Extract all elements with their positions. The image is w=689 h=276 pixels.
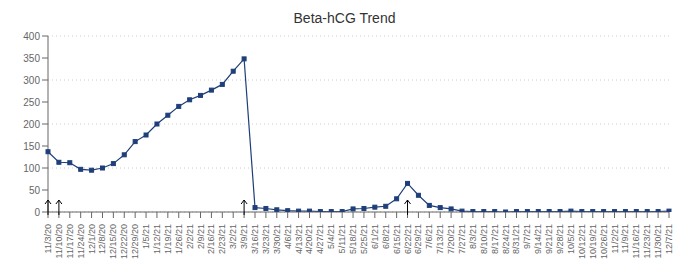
svg-text:12/29/20: 12/29/20 [130, 224, 140, 259]
svg-text:4/27/21: 4/27/21 [315, 224, 325, 254]
svg-text:11/9/21: 11/9/21 [620, 224, 630, 253]
svg-text:9/21/21: 9/21/21 [544, 224, 554, 254]
svg-text:10/12/21: 10/12/21 [577, 224, 587, 259]
svg-text:12/1/20: 12/1/20 [87, 224, 97, 254]
svg-text:10/26/21: 10/26/21 [599, 224, 609, 259]
svg-text:6/29/21: 6/29/21 [413, 224, 423, 254]
svg-text:1/26/21: 1/26/21 [174, 224, 184, 254]
svg-text:12/8/20: 12/8/20 [97, 224, 107, 254]
svg-text:11/24/20: 11/24/20 [76, 224, 86, 258]
svg-text:4/13/21: 4/13/21 [294, 224, 304, 254]
svg-text:11/10/20: 11/10/20 [54, 224, 64, 258]
html-text:Beta-hCG Trend: Beta-hCG Trend [293, 10, 396, 26]
svg-text:400: 400 [23, 31, 40, 42]
svg-text:50: 50 [29, 185, 41, 196]
svg-text:11/3/20: 11/3/20 [43, 224, 53, 253]
svg-text:1/5/21: 1/5/21 [141, 224, 151, 249]
svg-text:0: 0 [34, 207, 40, 218]
svg-text:10/19/21: 10/19/21 [588, 224, 598, 259]
svg-text:6/22/21: 6/22/21 [403, 224, 413, 254]
svg-text:6/1/21: 6/1/21 [370, 224, 380, 249]
svg-text:12/7/21: 12/7/21 [664, 224, 674, 254]
svg-text:8/3/21: 8/3/21 [468, 224, 478, 249]
svg-text:1/12/21: 1/12/21 [152, 224, 162, 254]
svg-text:9/14/21: 9/14/21 [533, 224, 543, 254]
svg-text:8/24/21: 8/24/21 [501, 224, 511, 254]
svg-text:10/5/21: 10/5/21 [566, 224, 576, 254]
svg-text:11/2/21: 11/2/21 [610, 224, 620, 253]
svg-text:11/16/21: 11/16/21 [631, 224, 641, 258]
svg-text:8/31/21: 8/31/21 [511, 224, 521, 254]
svg-text:8/17/21: 8/17/21 [490, 224, 500, 254]
svg-text:11/17/20: 11/17/20 [65, 224, 75, 258]
svg-text:6/8/21: 6/8/21 [381, 224, 391, 249]
svg-text:11/23/21: 11/23/21 [642, 224, 652, 258]
svg-text:6/15/21: 6/15/21 [392, 224, 402, 254]
svg-text:5/18/21: 5/18/21 [348, 224, 358, 254]
svg-text:7/13/21: 7/13/21 [435, 224, 445, 254]
svg-text:300: 300 [23, 75, 40, 86]
svg-text:9/7/21: 9/7/21 [522, 224, 532, 249]
svg-text:2/23/21: 2/23/21 [217, 224, 227, 254]
svg-text:7/6/21: 7/6/21 [424, 224, 434, 249]
svg-text:3/16/21: 3/16/21 [250, 224, 260, 254]
svg-text:3/2/21: 3/2/21 [228, 224, 238, 249]
svg-text:250: 250 [23, 97, 40, 108]
svg-text:7/27/21: 7/27/21 [457, 224, 467, 254]
svg-text:3/30/21: 3/30/21 [272, 224, 282, 254]
svg-text:150: 150 [23, 141, 40, 152]
svg-text:4/20/21: 4/20/21 [304, 224, 314, 254]
svg-text:12/22/20: 12/22/20 [119, 224, 129, 259]
svg-text:11/30/21: 11/30/21 [653, 224, 663, 258]
svg-text:12/15/20: 12/15/20 [108, 224, 118, 259]
svg-text:2/16/21: 2/16/21 [206, 224, 216, 254]
svg-text:1/19/21: 1/19/21 [163, 224, 173, 254]
svg-text:3/9/21: 3/9/21 [239, 224, 249, 249]
svg-text:4/6/21: 4/6/21 [283, 224, 293, 249]
svg-text:200: 200 [23, 119, 40, 130]
svg-text:5/25/21: 5/25/21 [359, 224, 369, 254]
svg-text:3/23/21: 3/23/21 [261, 224, 271, 254]
svg-text:9/28/21: 9/28/21 [555, 224, 565, 254]
svg-text:100: 100 [23, 163, 40, 174]
svg-text:2/9/21: 2/9/21 [196, 224, 206, 249]
svg-text:8/10/21: 8/10/21 [479, 224, 489, 254]
svg-text:7/20/21: 7/20/21 [446, 224, 456, 254]
svg-text:5/11/21: 5/11/21 [337, 224, 347, 253]
svg-text:350: 350 [23, 53, 40, 64]
svg-text:5/4/21: 5/4/21 [326, 224, 336, 249]
svg-text:2/2/21: 2/2/21 [185, 224, 195, 249]
